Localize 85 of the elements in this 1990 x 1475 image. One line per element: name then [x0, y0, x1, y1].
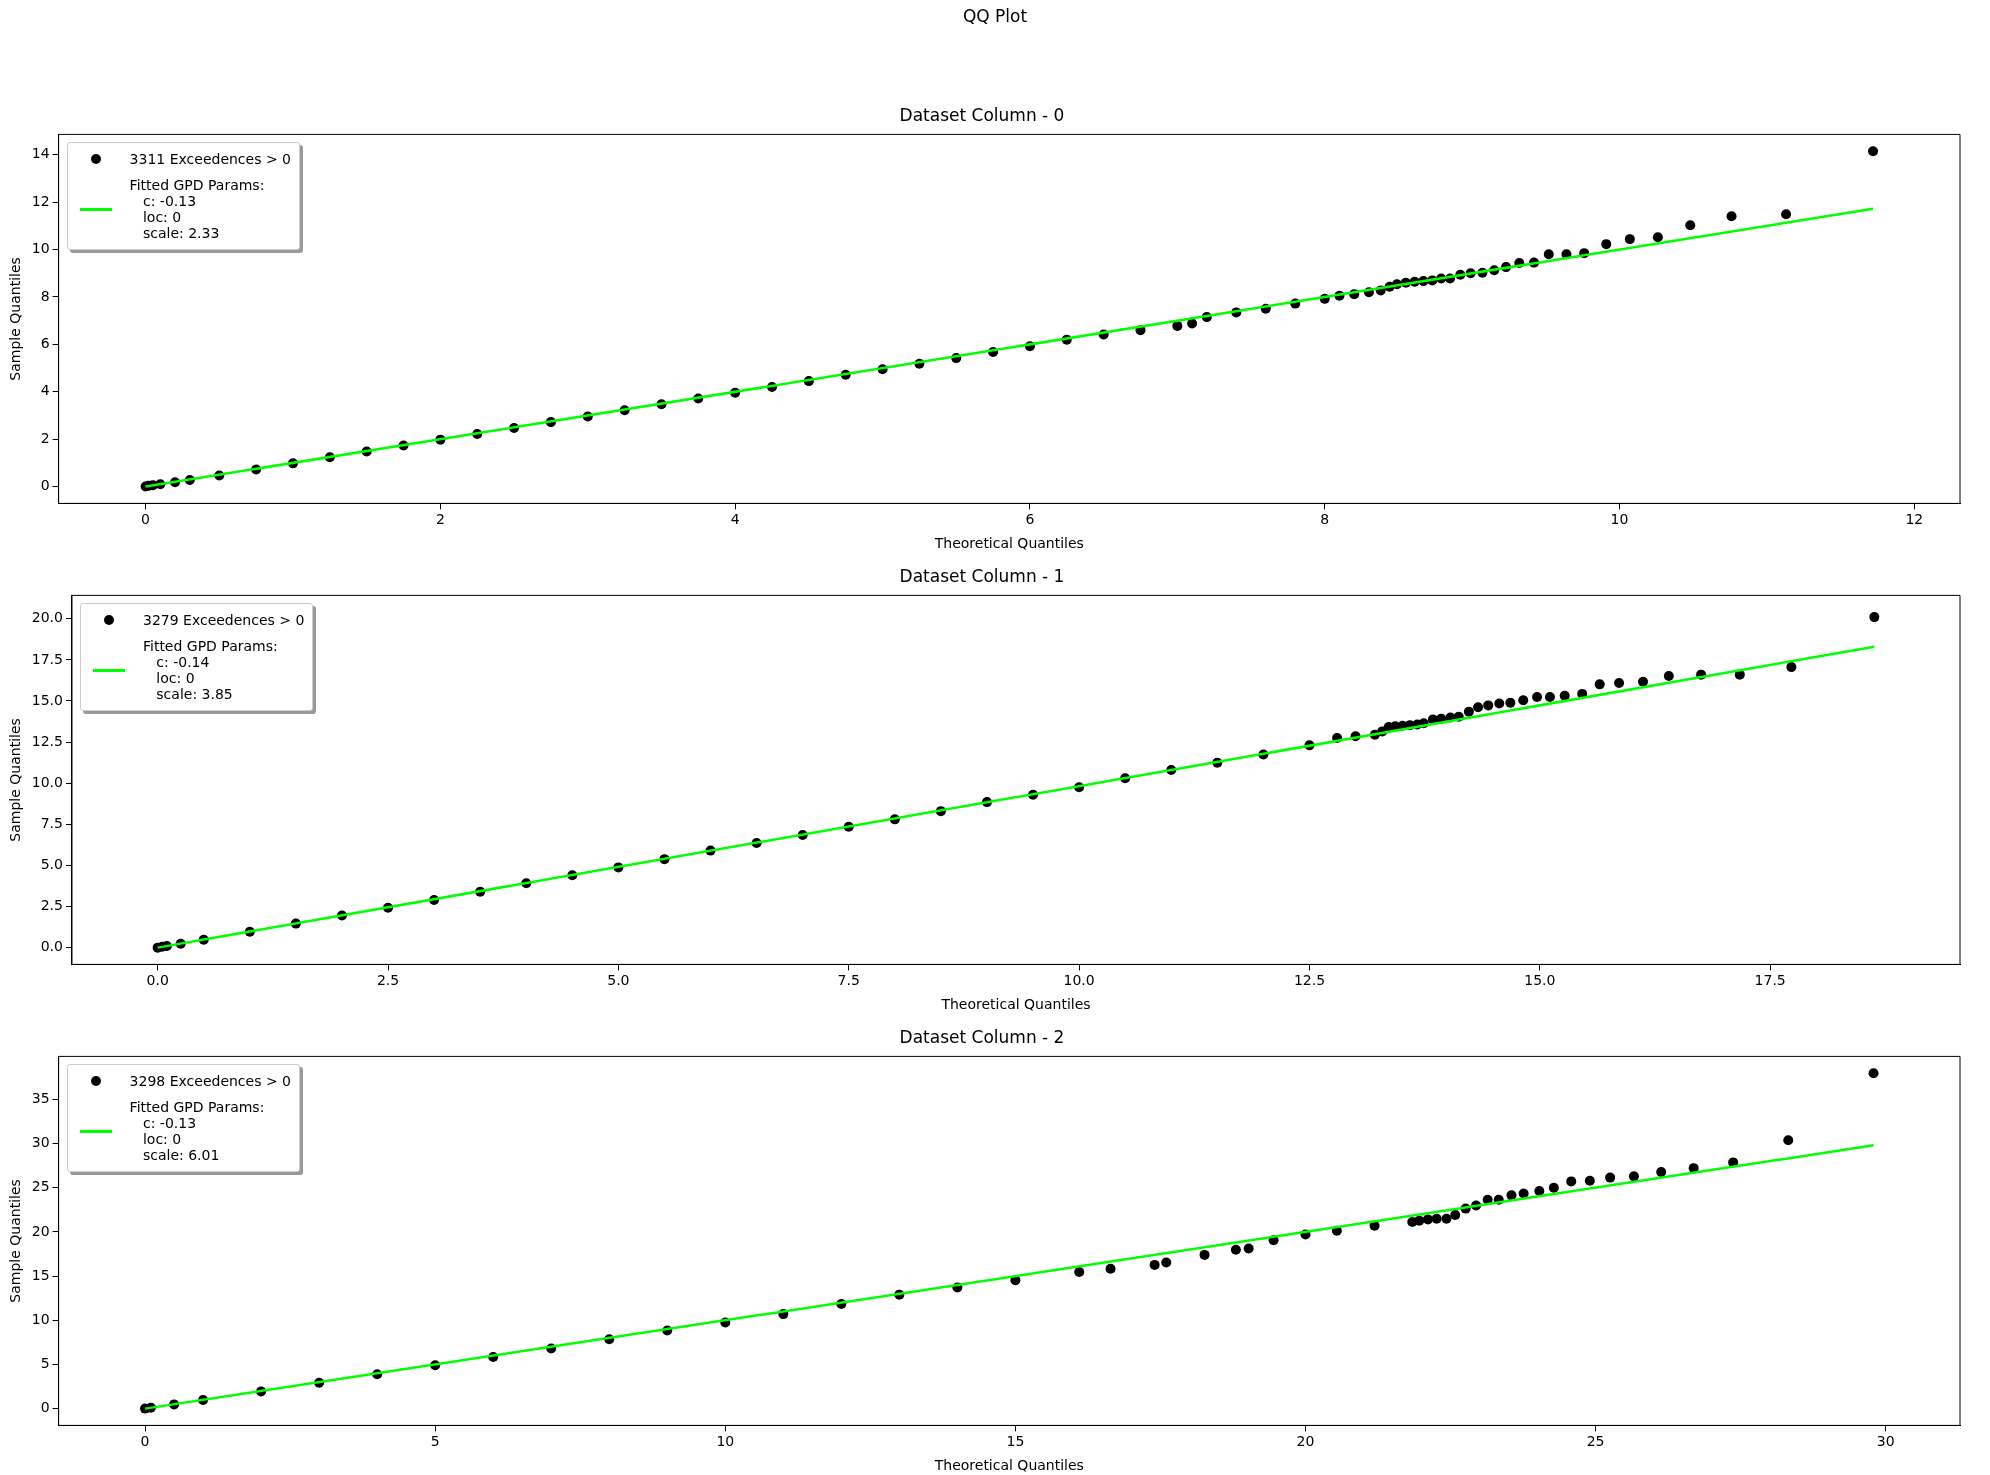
y-axis-title: Sample Quantiles — [7, 718, 24, 842]
y-tick-label: 20.0 — [31, 609, 63, 626]
point — [1230, 1244, 1241, 1255]
y-tick-label: 8 — [40, 287, 50, 304]
y-tick-label: 0.0 — [40, 938, 63, 955]
x-axis-title: Theoretical Quantiles — [940, 996, 1091, 1013]
x-tick-label: 8 — [1320, 511, 1330, 528]
point — [1431, 1213, 1442, 1224]
y-tick-label: 20 — [31, 1222, 50, 1239]
x-tick-label: 30 — [1876, 1433, 1895, 1450]
point — [1105, 1263, 1116, 1274]
legend-label: 3298 Exceedences > 0 — [129, 1073, 292, 1090]
x-axis-title: Theoretical Quantiles — [933, 535, 1084, 552]
y-tick-label: 5 — [40, 1355, 50, 1372]
x-tick-label: 0 — [141, 511, 151, 528]
point — [1149, 1259, 1160, 1270]
chart-subtitle: Dataset Column - 0 — [899, 104, 1065, 125]
y-tick-label: 12.5 — [31, 732, 63, 749]
y-tick-label: 10 — [31, 1310, 50, 1327]
legend-label: Fitted GPD Params: c: -0.13 loc: 0 scale: 6.01 — [129, 1099, 265, 1164]
y-tick-label: 15 — [31, 1266, 50, 1283]
point — [1074, 1266, 1085, 1277]
x-tick-label: 12 — [1905, 511, 1924, 528]
x-tick-label: 2.5 — [376, 972, 400, 989]
y-tick-label: 2 — [40, 429, 50, 446]
x-tick-label: 0.0 — [146, 972, 169, 989]
y-tick-label: 14 — [31, 145, 50, 162]
y-tick-label: 35 — [31, 1090, 50, 1107]
legend-label: 3311 Exceedences > 0 — [129, 151, 292, 168]
x-tick-label: 25 — [1586, 1433, 1605, 1450]
x-axis-title: Theoretical Quantiles — [933, 1457, 1084, 1474]
x-tick-label: 10 — [716, 1433, 735, 1450]
x-tick-label: 7.5 — [837, 972, 860, 989]
y-tick-label: 15.0 — [31, 691, 63, 708]
y-axis-title: Sample Quantiles — [7, 1179, 24, 1303]
x-tick-label: 5.0 — [607, 972, 630, 989]
x-tick-label: 15.0 — [1524, 972, 1556, 989]
y-tick-label: 17.5 — [31, 650, 63, 667]
point — [1450, 1209, 1461, 1220]
point — [1548, 1182, 1559, 1193]
point — [1566, 1176, 1577, 1187]
y-tick-label: 12 — [31, 192, 50, 209]
y-tick-label: 5.0 — [40, 856, 63, 873]
y-tick-label: 25 — [31, 1178, 50, 1195]
y-tick-label: 4 — [40, 382, 50, 399]
point — [1422, 1214, 1433, 1225]
y-tick-label: 0 — [40, 1399, 50, 1416]
x-tick-label: 12.5 — [1293, 972, 1326, 989]
point — [1161, 1257, 1172, 1268]
legend-label: 3279 Exceedences > 0 — [142, 612, 305, 629]
y-axis-title: Sample Quantiles — [7, 257, 24, 381]
x-tick-label: 6 — [1025, 511, 1035, 528]
x-tick-label: 17.5 — [1754, 972, 1786, 989]
x-tick-label: 20 — [1296, 1433, 1315, 1450]
chart-title: Dataset Column - 2 — [899, 1026, 1065, 1047]
x-tick-label: 5 — [430, 1433, 440, 1450]
x-tick-label: 10 — [1610, 511, 1629, 528]
legend-label: Fitted GPD Params: c: -0.13 loc: 0 scale: 2.33 — [129, 177, 265, 242]
y-tick-label: 0 — [40, 477, 50, 494]
y-tick-label: 10.0 — [31, 773, 63, 790]
point — [1534, 1185, 1545, 1196]
point — [1783, 1135, 1794, 1146]
y-tick-label: 10 — [31, 240, 50, 257]
y-tick-label: 7.5 — [40, 814, 63, 831]
x-tick-label: 0 — [140, 1433, 150, 1450]
point — [1414, 1215, 1425, 1226]
point — [1243, 1243, 1254, 1254]
x-tick-label: 2 — [435, 511, 445, 528]
point — [1605, 1172, 1616, 1183]
y-tick-label: 2.5 — [40, 897, 63, 914]
legend-label: Fitted GPD Params: c: -0.14 loc: 0 scale: 3.85 — [142, 638, 278, 703]
chart-title: Dataset Column - 1 — [899, 565, 1065, 586]
x-tick-label: 10.0 — [1063, 972, 1095, 989]
point — [1868, 1068, 1879, 1079]
x-tick-label: 4 — [730, 511, 740, 528]
point — [1518, 1188, 1529, 1199]
point — [1628, 1171, 1639, 1182]
chart-title: QQ Plot — [961, 6, 1029, 26]
point — [1199, 1249, 1210, 1260]
point — [1656, 1166, 1667, 1177]
y-tick-label: 6 — [40, 335, 50, 352]
y-tick-label: 30 — [31, 1134, 50, 1151]
point — [1584, 1175, 1595, 1186]
x-tick-label: 15 — [1006, 1433, 1025, 1450]
point — [1441, 1213, 1452, 1224]
